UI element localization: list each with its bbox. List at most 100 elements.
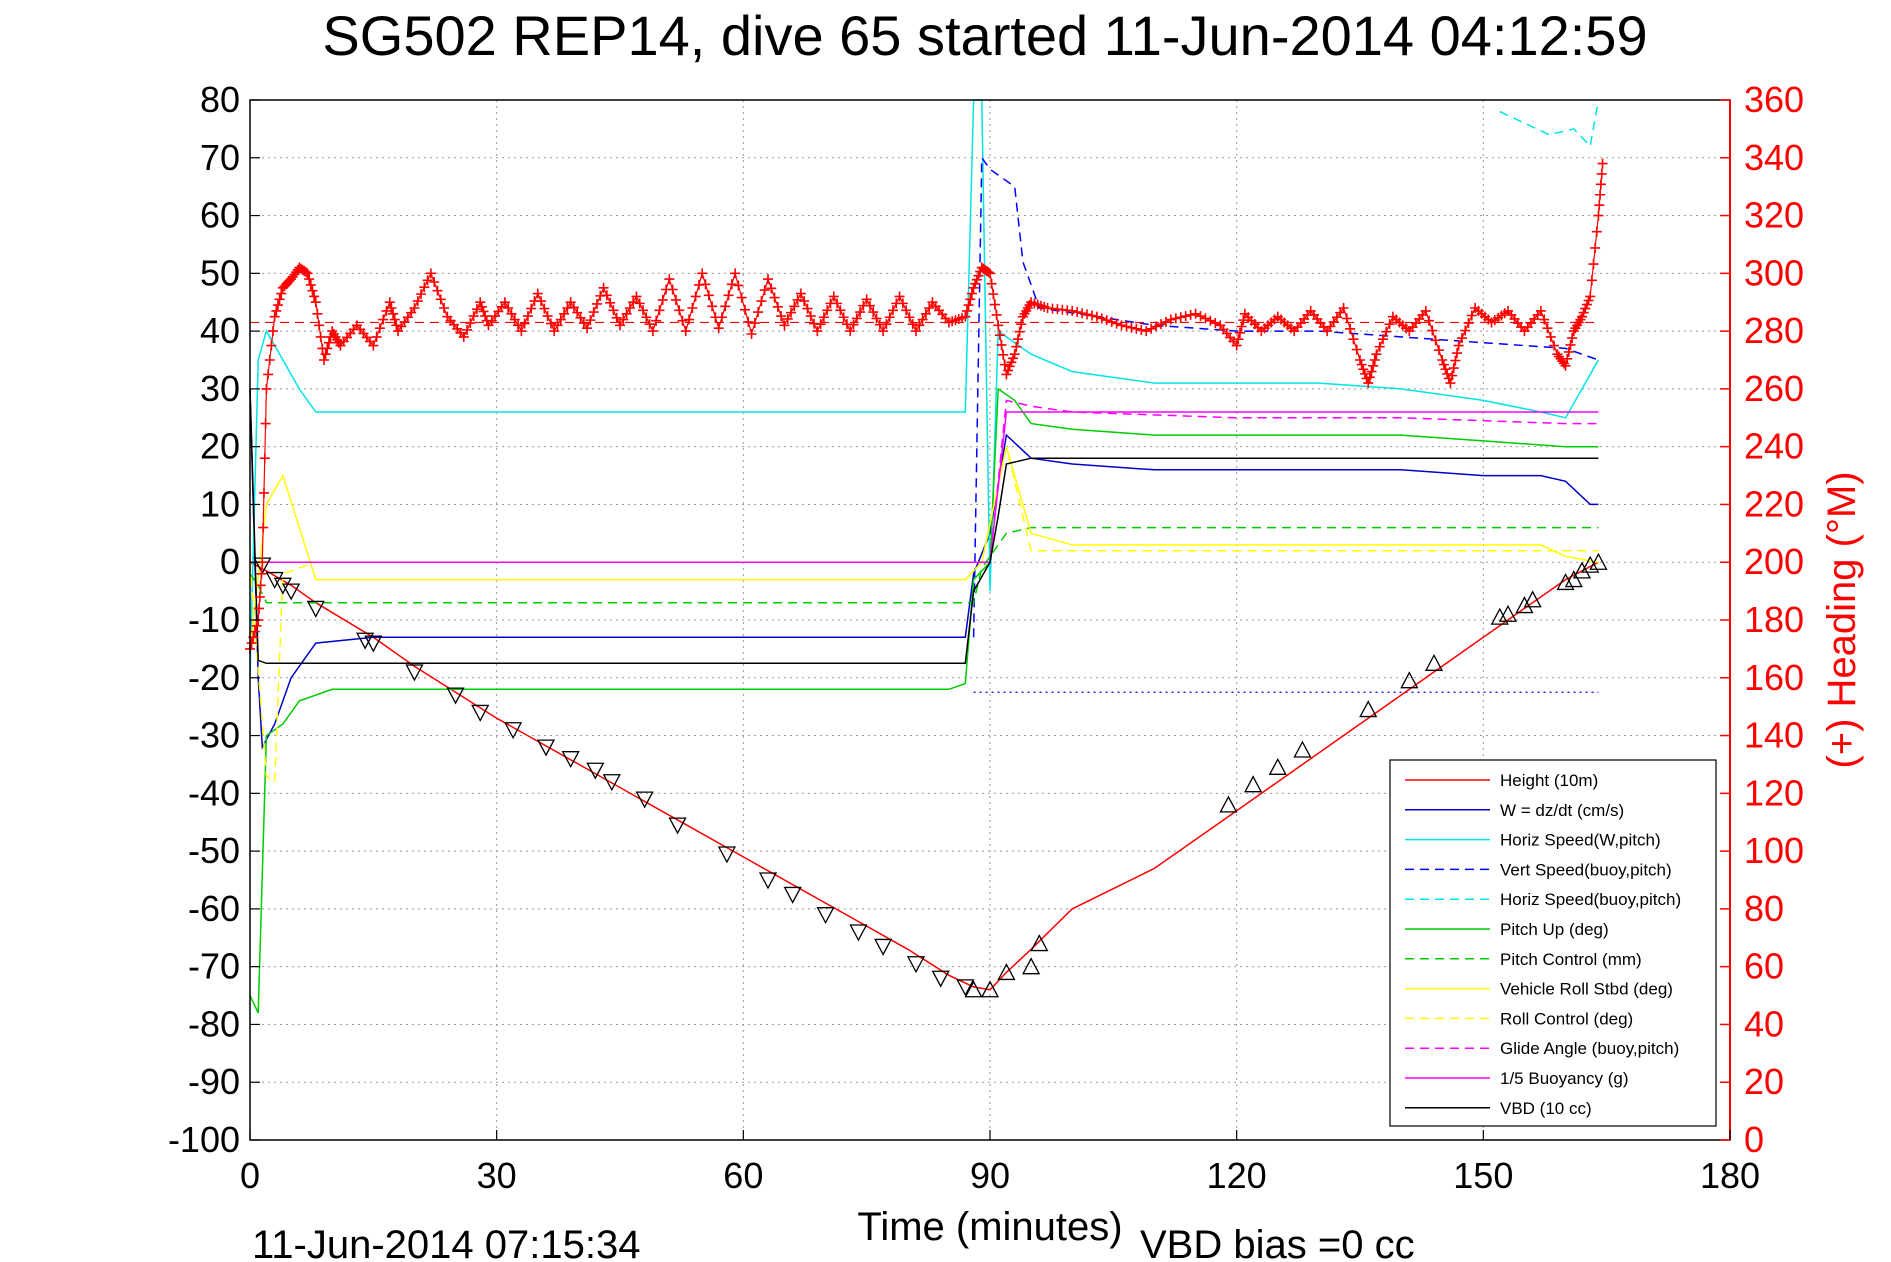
dive-triangle-marker (758, 872, 778, 890)
y2-tick-label: 160 (1744, 657, 1804, 698)
heading-plus-marker (509, 314, 520, 325)
heading-plus-marker (907, 319, 918, 330)
heading-plus-marker (1588, 259, 1599, 270)
heading-plus-marker (435, 294, 446, 305)
heading-plus-marker (471, 304, 482, 315)
heading-plus-marker (864, 300, 875, 311)
heading-plus-marker (1111, 318, 1122, 329)
y-axis-ticks: 80 70 60 50 40 30 20 10 0 -10 -20 -30 -40 -50 -60 -70 -8… (168, 79, 260, 1160)
heading-plus-marker (638, 305, 649, 316)
x-tick-label: 90 (970, 1155, 1010, 1196)
legend-label: 1/5 Buoyancy (g) (1500, 1069, 1629, 1088)
dive-triangle-marker (306, 600, 325, 618)
heading-plus-marker (264, 355, 275, 365)
heading-plus-marker (963, 300, 974, 311)
heading-plus-marker (605, 297, 616, 308)
heading-plus-marker (1427, 325, 1438, 336)
series-horiz-speed-w-pitch (249, 99, 1600, 678)
heading-plus-marker (1233, 334, 1244, 345)
heading-plus-marker (795, 288, 806, 299)
heading-plus-marker (996, 339, 1007, 350)
heading-plus-marker (1463, 318, 1474, 329)
heading-plus-marker (812, 326, 823, 337)
heading-plus-marker (263, 369, 274, 380)
heading-plus-marker (1535, 305, 1546, 316)
heading-plus-marker (276, 288, 287, 299)
x-tick-label: 180 (1700, 1155, 1760, 1196)
dive-triangle-marker (536, 739, 556, 757)
heading-plus-marker (749, 318, 760, 329)
heading-plus-marker (920, 308, 931, 319)
y2-tick-label: 0 (1744, 1119, 1764, 1160)
heading-plus-marker (422, 275, 433, 286)
heading-plus-marker (591, 298, 602, 309)
y2-tick-label: 220 (1744, 483, 1804, 524)
heading-plus-marker (657, 294, 668, 305)
heading-plus-marker (634, 298, 645, 309)
heading-plus-marker (1016, 319, 1027, 330)
dive-triangle-marker (561, 751, 580, 769)
heading-plus-marker (1086, 310, 1097, 321)
heading-plus-marker (1560, 360, 1571, 371)
heading-plus-marker (756, 296, 767, 307)
legend-label: VBD (10 cc) (1500, 1099, 1592, 1118)
dive-triangle-marker (273, 577, 292, 595)
heading-plus-marker (1420, 305, 1431, 316)
climb-triangle-marker (1022, 957, 1041, 975)
y-tick-label: 80 (200, 79, 240, 120)
heading-plus-marker (654, 305, 665, 316)
heading-plus-marker (468, 311, 479, 322)
heading-plus-marker (1231, 340, 1242, 351)
heading-plus-marker (1205, 315, 1216, 326)
heading-plus-marker (887, 305, 898, 316)
legend-label: Horiz Speed(W,pitch) (1500, 831, 1661, 850)
heading-plus-marker (1126, 322, 1137, 333)
legend-label: Pitch Control (mm) (1500, 950, 1642, 969)
heading-plus-marker (1381, 326, 1392, 337)
heading-plus-marker (519, 318, 530, 329)
y2-axis-ticks: 3603403203002802602402202001801601401201… (1720, 79, 1804, 1160)
heading-plus-marker (1355, 355, 1365, 365)
heading-plus-marker (555, 314, 566, 325)
heading-plus-marker (310, 297, 321, 308)
heading-plus-marker (1348, 334, 1359, 345)
heading-plus-marker (736, 292, 747, 303)
legend: Height (10m) W = dz/dt (cm/s) Horiz Speed(… (1389, 759, 1717, 1127)
climb-triangle-marker (1581, 555, 1600, 573)
heading-plus-marker (503, 303, 514, 313)
heading-plus-marker (1009, 349, 1020, 360)
y2-tick-label: 240 (1744, 426, 1804, 467)
y2-tick-label: 260 (1744, 368, 1804, 409)
heading-plus-marker (254, 591, 265, 602)
heading-plus-marker (368, 340, 379, 351)
heading-plus-marker (476, 301, 487, 312)
heading-plus-marker (458, 331, 469, 342)
heading-plus-marker (1121, 321, 1132, 332)
heading-plus-marker (1195, 311, 1206, 322)
heading-plus-marker (713, 323, 724, 334)
series-pitch-control-mm (249, 526, 1599, 604)
heading-plus-marker (545, 318, 556, 329)
heading-plus-marker (1590, 242, 1601, 253)
heading-plus-marker (838, 312, 849, 323)
heading-plus-marker (608, 305, 619, 316)
climb-triangle-marker (1556, 573, 1575, 591)
heading-plus-marker (1438, 359, 1449, 370)
climb-triangle-marker (1424, 653, 1444, 671)
climb-triangle-marker (964, 980, 983, 998)
dive-triangle-marker (931, 970, 950, 988)
dive-triangle-marker (783, 886, 802, 904)
heading-plus-marker (828, 291, 839, 302)
heading-plus-marker (901, 305, 912, 316)
series-layer (249, 99, 1600, 1014)
heading-plus-marker (743, 316, 754, 327)
heading-plus-marker (1378, 334, 1389, 345)
dive-triangle-marker (356, 632, 375, 650)
heading-plus-marker (1433, 345, 1444, 356)
heading-plus-marker (1448, 363, 1459, 374)
heading-plus-marker (388, 308, 399, 319)
heading-plus-marker (256, 568, 267, 579)
heading-plus-marker (1374, 341, 1385, 352)
heading-plus-marker (897, 298, 908, 309)
heading-plus-marker (1014, 326, 1025, 337)
